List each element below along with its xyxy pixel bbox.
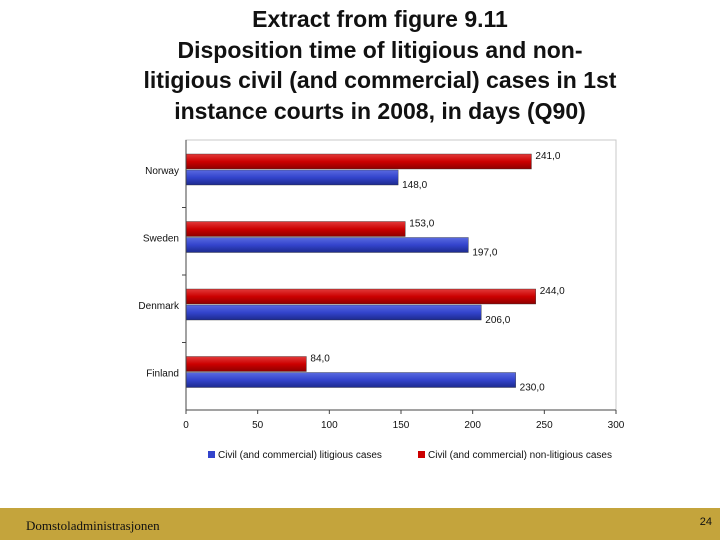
x-tick-label: 100 bbox=[321, 420, 338, 431]
legend-swatch bbox=[208, 451, 215, 458]
data-label: 153,0 bbox=[409, 219, 434, 230]
footer-bar: Domstoladministrasjonen 24 bbox=[0, 508, 720, 540]
legend-label: Civil (and commercial) litigious cases bbox=[218, 450, 382, 461]
footer-organization: Domstoladministrasjonen bbox=[26, 518, 160, 533]
data-label: 230,0 bbox=[520, 383, 545, 394]
bar bbox=[185, 304, 482, 321]
category-label: Finland bbox=[146, 369, 179, 380]
x-tick-label: 300 bbox=[608, 420, 625, 431]
title-line: Extract from figure 9.11 bbox=[252, 6, 508, 32]
bar bbox=[185, 288, 536, 305]
data-label: 241,0 bbox=[535, 151, 560, 162]
category-label: Denmark bbox=[138, 301, 180, 312]
bar bbox=[185, 169, 399, 186]
category-label: Norway bbox=[145, 166, 179, 177]
x-tick-label: 50 bbox=[252, 420, 264, 431]
x-tick-label: 200 bbox=[464, 420, 481, 431]
slide-title: Extract from figure 9.11 Disposition tim… bbox=[40, 4, 720, 126]
title-line: litigious civil (and commercial) cases i… bbox=[143, 67, 617, 93]
data-label: 244,0 bbox=[540, 286, 565, 297]
bar bbox=[185, 372, 516, 388]
bar bbox=[185, 237, 469, 253]
bar bbox=[185, 221, 406, 237]
x-tick-label: 150 bbox=[393, 420, 410, 431]
page-number: 24 bbox=[699, 516, 712, 528]
category-label: Sweden bbox=[143, 234, 179, 245]
bar bbox=[185, 153, 532, 170]
bar-chart-svg: 241,0148,0153,0197,0244,0206,084,0230,0 … bbox=[138, 139, 625, 461]
legend-label: Civil (and commercial) non-litigious cas… bbox=[428, 450, 612, 461]
data-label: 148,0 bbox=[402, 180, 427, 191]
data-label: 197,0 bbox=[472, 248, 497, 259]
legend-swatch bbox=[418, 451, 425, 458]
data-label: 84,0 bbox=[310, 354, 330, 365]
x-tick-label: 250 bbox=[536, 420, 553, 431]
data-label: 206,0 bbox=[485, 315, 510, 326]
bar-chart: 241,0 148,0 153,0 197,0 244,0 206,0 84,0 230,0 … bbox=[112, 136, 632, 472]
title-line: instance courts in 2008, in days (Q90) bbox=[174, 97, 586, 124]
x-tick-label: 0 bbox=[183, 420, 189, 431]
title-line: Disposition time of litigious and non- bbox=[177, 36, 583, 63]
bar bbox=[185, 356, 307, 372]
